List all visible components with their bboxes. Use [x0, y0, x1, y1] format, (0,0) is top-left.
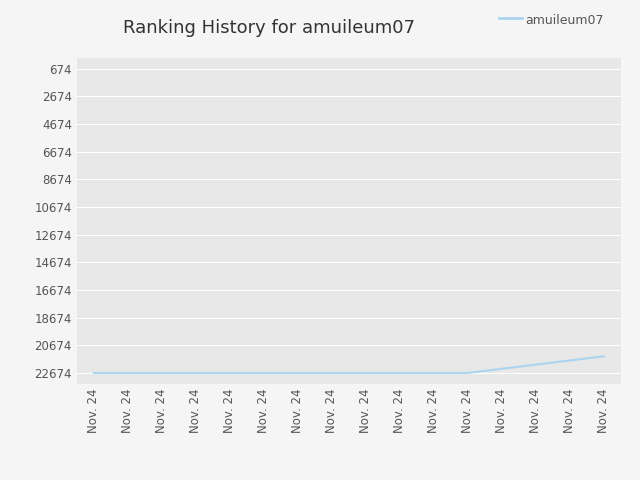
Text: Ranking History for amuileum07: Ranking History for amuileum07: [123, 19, 415, 37]
amuileum07: [600, 353, 607, 359]
amuileum07: [532, 362, 540, 368]
amuileum07: [328, 370, 335, 376]
amuileum07: [260, 370, 268, 376]
amuileum07: [226, 370, 234, 376]
Text: amuileum07: amuileum07: [525, 14, 604, 27]
amuileum07: [192, 370, 200, 376]
amuileum07: [294, 370, 301, 376]
amuileum07: [362, 370, 370, 376]
amuileum07: [90, 370, 98, 376]
amuileum07: [396, 370, 404, 376]
amuileum07: [124, 370, 132, 376]
amuileum07: [430, 370, 438, 376]
amuileum07: [158, 370, 166, 376]
amuileum07: [498, 366, 506, 372]
Line: amuileum07: amuileum07: [94, 356, 604, 373]
amuileum07: [566, 358, 573, 363]
amuileum07: [464, 370, 472, 376]
